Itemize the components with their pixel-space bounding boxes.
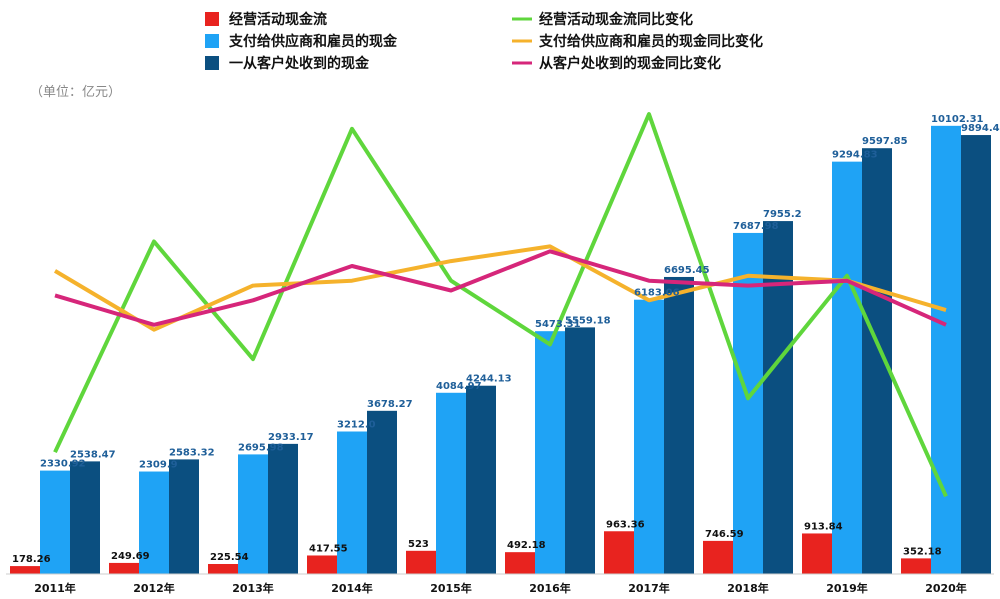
data-label: 5559.18 <box>565 315 611 326</box>
x-tick-label: 2018年 <box>727 581 769 595</box>
bar <box>436 392 466 574</box>
data-label: 225.54 <box>210 552 249 563</box>
data-label: 3212.0 <box>337 420 376 431</box>
data-label: 913.84 <box>804 521 843 532</box>
bar <box>901 558 931 574</box>
unit-label: （单位：亿元） <box>30 85 121 100</box>
series-line <box>54 249 947 327</box>
bar <box>238 454 268 574</box>
bar <box>367 410 397 574</box>
bar <box>535 331 565 574</box>
legend-swatch <box>205 12 219 26</box>
legend-item: 支付给供应商和雇员的现金 <box>205 33 398 50</box>
bar <box>604 531 634 574</box>
x-tick-labels: 2011年 2012年 2013年 2014年 2015年 2016年 2017年 2018年… <box>34 581 967 595</box>
bar <box>664 276 694 574</box>
legend-label: 一从客户处收到的现金 <box>229 55 370 72</box>
bar <box>961 135 991 574</box>
data-label: 523 <box>408 539 429 550</box>
data-label: 352.18 <box>903 546 942 557</box>
x-tick-label: 2012年 <box>133 581 175 595</box>
bar <box>70 461 100 574</box>
data-label: 2330.92 <box>40 459 86 470</box>
bar <box>931 125 961 574</box>
data-label: 6183.06 <box>634 288 680 299</box>
data-label: 7687.98 <box>733 221 779 232</box>
data-label: 3678.27 <box>367 399 413 410</box>
x-tick-label: 2020年 <box>925 581 967 595</box>
data-label: 492.18 <box>507 540 546 551</box>
data-label: 4084.97 <box>436 381 482 392</box>
x-tick-label: 2014年 <box>331 581 373 595</box>
bar <box>505 552 535 574</box>
bar <box>10 566 40 574</box>
bar <box>337 431 367 574</box>
x-tick-label: 2013年 <box>232 581 274 595</box>
series-line <box>53 112 948 498</box>
data-label: 2933.17 <box>268 432 314 443</box>
legend-item: 从客户处收到的现金同比变化 <box>512 55 721 72</box>
legend-item: 一从客户处收到的现金 <box>205 55 370 72</box>
bar <box>832 161 862 575</box>
lines-layer <box>53 112 948 498</box>
legend-swatch <box>205 56 219 70</box>
bar <box>169 459 199 574</box>
legend-item: 支付给供应商和雇员的现金同比变化 <box>512 33 763 50</box>
data-label: 9894.47 <box>961 123 1000 134</box>
data-label: 10102.31 <box>931 114 984 125</box>
bar <box>733 232 763 574</box>
series-line <box>53 244 947 332</box>
legend-item: 经营活动现金流同比变化 <box>512 11 693 28</box>
bar <box>139 471 169 574</box>
x-tick-label: 2015年 <box>430 581 472 595</box>
x-tick-label: 2011年 <box>34 581 76 595</box>
bar <box>802 533 832 574</box>
data-label: 417.55 <box>309 543 348 554</box>
data-label: 249.69 <box>111 551 150 562</box>
bar <box>763 221 793 574</box>
x-tick-label: 2016年 <box>529 581 571 595</box>
bars-layer <box>10 125 991 575</box>
legend-item: 经营活动现金流 <box>205 11 327 28</box>
bar <box>862 148 892 574</box>
legend-label: 经营活动现金流同比变化 <box>539 11 693 28</box>
x-tick-label: 2019年 <box>826 581 868 595</box>
data-label: 2583.32 <box>169 447 215 458</box>
data-label: 178.26 <box>12 554 51 565</box>
data-label: 9597.85 <box>862 136 908 147</box>
data-label: 6695.45 <box>664 265 710 276</box>
legend-swatch <box>205 34 219 48</box>
legend-label: 支付给供应商和雇员的现金同比变化 <box>538 33 763 50</box>
data-label: 2538.47 <box>70 449 116 460</box>
bar <box>466 385 496 574</box>
data-label: 746.59 <box>705 529 744 540</box>
data-label: 963.36 <box>606 519 645 530</box>
data-label: 2309.9 <box>139 460 178 471</box>
bar <box>109 562 139 574</box>
data-label: 7955.2 <box>763 209 802 220</box>
bar <box>565 327 595 574</box>
bar <box>634 299 664 574</box>
legend-label: 经营活动现金流 <box>229 11 327 28</box>
legend-label: 从客户处收到的现金同比变化 <box>539 55 721 72</box>
data-label: 9294.83 <box>832 150 878 161</box>
bar <box>40 470 70 574</box>
bar <box>208 563 238 574</box>
x-tick-label: 2017年 <box>628 581 670 595</box>
bar <box>406 550 436 574</box>
bar <box>307 555 337 574</box>
data-label: 5473.31 <box>535 319 581 330</box>
data-label: 4244.13 <box>466 374 512 385</box>
bar <box>268 443 298 574</box>
bar <box>703 540 733 574</box>
legend-label: 支付给供应商和雇员的现金 <box>228 33 398 50</box>
data-label: 2695.98 <box>238 442 284 453</box>
